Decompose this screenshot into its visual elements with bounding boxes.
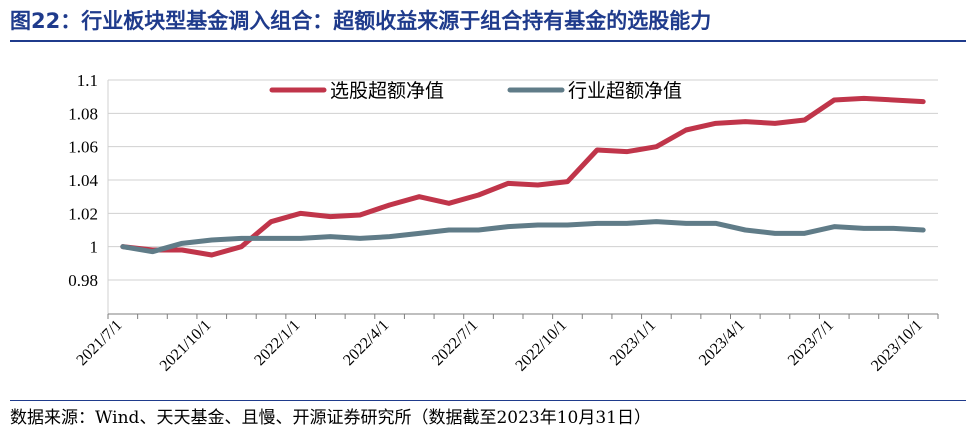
data-point <box>773 232 777 235</box>
series-line <box>120 219 926 255</box>
data-point <box>269 237 273 240</box>
data-point <box>329 235 332 238</box>
data-source-note: 数据来源：Wind、天天基金、且慢、开源证券研究所（数据截至2023年10月31… <box>10 408 651 428</box>
gridlines <box>108 79 938 281</box>
data-point <box>595 148 599 152</box>
data-point <box>477 228 480 232</box>
figure-title: 图22：行业板块型基金调入组合：超额收益来源于组合持有基金的选股能力 <box>10 9 712 33</box>
series-2 <box>120 219 926 255</box>
y-tick-label: 0.98 <box>68 271 98 290</box>
data-point <box>447 202 451 205</box>
data-point <box>744 120 747 123</box>
data-point <box>269 220 273 223</box>
data-point <box>566 180 569 183</box>
data-point <box>418 195 421 198</box>
data-point <box>625 222 628 225</box>
data-point <box>595 222 599 225</box>
data-point <box>329 215 332 218</box>
x-tick-label: 2022/7/1 <box>429 317 481 369</box>
data-point <box>833 98 836 102</box>
data-point <box>121 245 125 248</box>
data-point <box>892 98 895 102</box>
y-tick-label: 1.06 <box>68 138 98 157</box>
data-point <box>388 203 391 207</box>
data-point <box>566 223 569 227</box>
data-point <box>862 97 866 100</box>
data-point <box>714 222 717 225</box>
x-tick-label: 2021/10/1 <box>157 317 215 375</box>
x-tick-label: 2023/1/1 <box>607 317 659 369</box>
data-point <box>151 250 154 253</box>
data-point <box>358 237 362 240</box>
x-tick-label: 2023/7/1 <box>785 317 837 369</box>
data-point <box>477 193 480 197</box>
data-point <box>447 228 451 232</box>
data-point <box>358 213 362 217</box>
x-tick-label: 2023/4/1 <box>696 317 748 369</box>
y-tick-label: 1.04 <box>68 171 98 190</box>
data-point <box>892 227 895 230</box>
data-point <box>803 118 806 122</box>
x-tick-label: 2021/7/1 <box>73 317 125 369</box>
data-point <box>862 227 866 230</box>
y-axis: 0.98 1 1.02 1.04 1.06 1.08 1.1 <box>68 71 98 290</box>
y-tick-label: 1.1 <box>77 71 98 90</box>
legend-label: 行业超额净值 <box>568 80 682 102</box>
x-tick-label: 2023/10/1 <box>868 317 926 375</box>
data-point <box>506 182 510 185</box>
data-point <box>833 225 836 228</box>
legend-label: 选股超额净值 <box>330 80 444 102</box>
data-point <box>418 232 421 235</box>
legend-item-1: 选股超额净值 <box>269 80 444 102</box>
data-point <box>240 237 243 240</box>
x-tick-label: 2022/4/1 <box>340 317 392 369</box>
title-rule <box>10 40 966 42</box>
series-group <box>120 95 926 258</box>
y-tick-label: 1 <box>90 238 99 257</box>
data-point <box>536 223 540 227</box>
data-point <box>655 220 658 223</box>
data-point <box>536 183 540 187</box>
x-tick-label: 2022/1/1 <box>251 317 303 369</box>
data-point <box>744 228 747 232</box>
data-point <box>240 245 243 248</box>
data-point <box>655 145 658 148</box>
data-point <box>299 212 302 215</box>
legend-item-2: 行业超额净值 <box>507 80 682 102</box>
data-point <box>714 122 717 125</box>
footer-rule <box>10 400 966 401</box>
series-line <box>120 95 926 258</box>
data-point <box>210 253 213 257</box>
line-chart: 0.98 1 1.02 1.04 1.06 1.08 1.1 2021/7/1 2021/10… <box>68 71 939 375</box>
data-point <box>299 237 302 240</box>
data-point <box>506 225 510 228</box>
y-tick-label: 1.08 <box>68 104 98 123</box>
data-point <box>921 100 925 103</box>
y-tick-label: 1.02 <box>68 204 98 223</box>
data-point <box>180 248 184 252</box>
legend: 选股超额净值 行业超额净值 <box>269 80 682 102</box>
data-point <box>625 150 628 153</box>
data-point <box>921 228 925 232</box>
data-point <box>803 232 806 235</box>
x-tick-label: 2022/10/1 <box>512 317 570 375</box>
data-point <box>180 242 184 245</box>
data-point <box>210 238 213 242</box>
data-point <box>388 235 391 238</box>
data-point <box>684 128 688 132</box>
data-point <box>684 222 688 225</box>
data-point <box>773 122 777 125</box>
